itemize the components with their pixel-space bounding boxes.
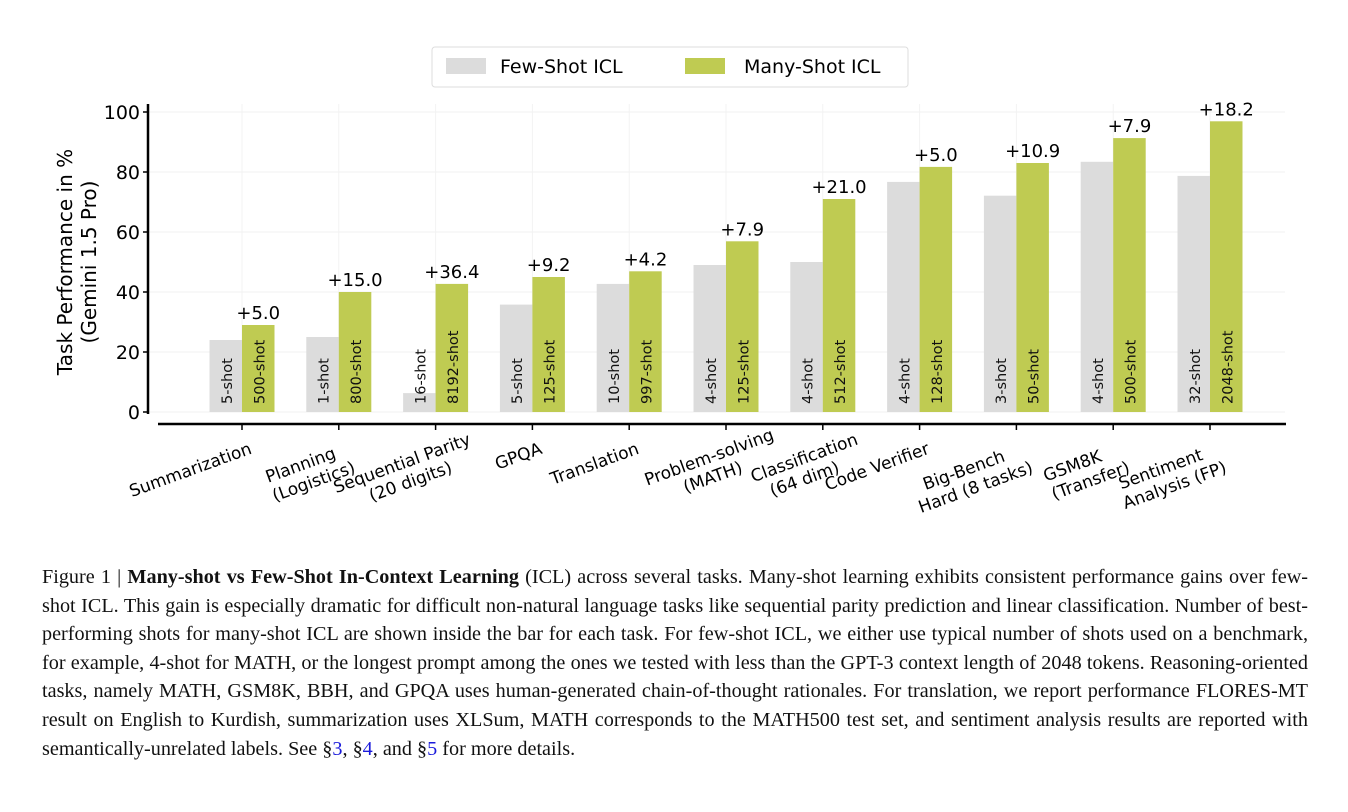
y-tick-label: 100 — [104, 102, 140, 124]
y-tick-label: 0 — [128, 402, 140, 424]
bar-many-shot — [435, 283, 469, 412]
gain-annotation: +5.0 — [914, 145, 958, 166]
bar-many-shot — [1210, 121, 1243, 413]
legend-swatch — [446, 58, 486, 74]
x-tick-label-line: GPQA — [493, 439, 546, 474]
gain-annotation: +9.2 — [527, 255, 571, 276]
legend-swatch — [685, 58, 725, 74]
bar-few-shot — [887, 181, 920, 412]
gain-annotation: +7.9 — [720, 219, 764, 240]
bar-shot-label: 125-shot — [543, 339, 559, 404]
bar-shot-label: 128-shot — [930, 339, 946, 404]
bar-many-shot — [532, 277, 565, 412]
section-link-4[interactable]: 4 — [362, 737, 373, 760]
x-tick-label: GPQA — [493, 439, 546, 474]
bar-many-shot — [1113, 138, 1146, 412]
bar-many-shot — [919, 166, 953, 412]
bar-shot-label: 4-shot — [897, 358, 913, 404]
legend: Few-Shot ICL Many-Shot ICL — [431, 46, 909, 88]
x-tick-label: GSM8K(Transfer) — [1041, 439, 1133, 505]
gain-annotation: +15.0 — [327, 270, 382, 291]
bar-few-shot — [499, 304, 533, 412]
bar-shot-label: 32-shot — [1188, 349, 1204, 404]
bar-shot-label: 3-shot — [994, 358, 1010, 404]
x-tick-label-line: Summarization — [127, 439, 255, 502]
bar-shot-label: 8192-shot — [446, 330, 462, 404]
bar-shot-label: 500-shot — [1123, 339, 1139, 404]
bar-few-shot — [693, 265, 726, 412]
gain-annotation: +4.2 — [624, 249, 668, 270]
bar-few-shot — [790, 262, 823, 412]
bar-shot-label: 10-shot — [607, 349, 623, 404]
legend-box — [431, 46, 909, 88]
x-tick-label: SentimentAnalysis (FP) — [1113, 439, 1229, 514]
gain-annotation: +7.9 — [1108, 116, 1152, 137]
section-link-5[interactable]: 5 — [427, 737, 438, 760]
y-tick-label: 40 — [116, 282, 140, 304]
bar-shot-label: 4-shot — [801, 358, 817, 404]
caption-label: Figure 1 | — [42, 566, 128, 588]
bar-many-shot — [242, 325, 275, 412]
caption-title: Many-shot vs Few-Shot In-Context Learnin… — [127, 566, 519, 588]
bar-shot-label: 500-shot — [252, 339, 268, 404]
section-link-3[interactable]: 3 — [332, 737, 343, 760]
bar-shot-label: 125-shot — [736, 339, 752, 404]
bar-shot-label: 16-shot — [413, 349, 429, 404]
bar-many-shot — [822, 199, 856, 412]
x-tick-label: Summarization — [127, 439, 255, 502]
bar-few-shot — [596, 283, 630, 412]
bar-shot-label: 512-shot — [833, 339, 849, 404]
bar-shot-label: 4-shot — [1091, 358, 1107, 404]
legend-label: Many-Shot ICL — [744, 56, 881, 78]
x-tick-label-line: Translation — [547, 439, 642, 490]
bar-few-shot — [403, 393, 436, 412]
bar-many-shot — [338, 292, 372, 412]
caption-body: (ICL) across several tasks. Many-shot le… — [42, 566, 1309, 760]
y-axis-label: Task Performance in %(Gemini 1.5 Pro) — [53, 149, 101, 376]
bar-few-shot — [983, 195, 1017, 412]
caption-sep: , § — [342, 737, 363, 760]
bar-shot-label: 50-shot — [1027, 349, 1043, 404]
y-tick-label: 80 — [116, 162, 140, 184]
bar-shot-label: 800-shot — [349, 339, 365, 404]
gain-annotation: +18.2 — [1199, 99, 1254, 120]
y-tick-label: 60 — [116, 222, 140, 244]
bar-few-shot — [209, 340, 242, 412]
gain-annotation: +10.9 — [1005, 141, 1060, 162]
bar-shot-label: 1-shot — [317, 358, 333, 404]
y-axis-label-line: (Gemini 1.5 Pro) — [77, 181, 101, 344]
y-axis-label-line: Task Performance in % — [53, 149, 77, 376]
bar-few-shot — [1080, 161, 1114, 412]
bar-shot-label: 5-shot — [220, 358, 236, 404]
caption-end: for more details. — [437, 737, 576, 760]
bar-shot-label: 2048-shot — [1220, 330, 1236, 404]
bar-chart: 0 20 40 60 80 100 Task Performance in %(Gemini… — [53, 46, 1286, 518]
bar-few-shot — [1177, 175, 1210, 412]
bar-shot-label: 997-shot — [639, 339, 655, 404]
bar-shot-label: 4-shot — [704, 358, 720, 404]
y-tick-label: 20 — [116, 342, 140, 364]
gain-annotation: +5.0 — [236, 303, 280, 324]
figure-caption: Figure 1 | Many-shot vs Few-Shot In-Cont… — [42, 563, 1308, 763]
legend-label: Few-Shot ICL — [500, 56, 623, 78]
x-tick-label: Planning(Logistics) — [263, 439, 358, 506]
gain-annotation: +21.0 — [811, 177, 866, 198]
x-tick-label: Sequential Parity(20 digits) — [331, 430, 480, 517]
bar-shot-label: 5-shot — [510, 358, 526, 404]
bar-many-shot — [1016, 163, 1049, 412]
x-tick-label: Translation — [547, 439, 642, 490]
bar-few-shot — [306, 337, 339, 412]
bar-many-shot — [726, 241, 759, 412]
gain-annotation: +36.4 — [424, 262, 479, 283]
bar-many-shot — [629, 271, 662, 412]
caption-sep: , and § — [372, 737, 428, 760]
